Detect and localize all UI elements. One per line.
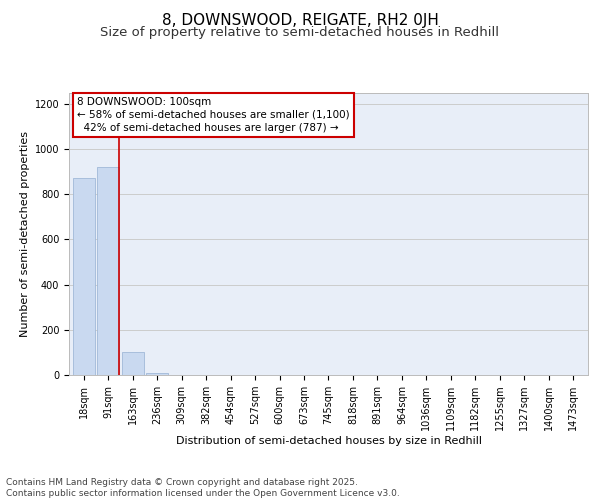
Bar (146, 372, 168, 375)
Y-axis label: Number of semi-detached properties: Number of semi-detached properties (20, 130, 31, 337)
Bar (97, 167, 119, 375)
Text: Size of property relative to semi-detached houses in Redhill: Size of property relative to semi-detach… (101, 26, 499, 39)
Bar (122, 352, 143, 375)
Bar (73, 178, 95, 375)
Text: 8, DOWNSWOOD, REIGATE, RH2 0JH: 8, DOWNSWOOD, REIGATE, RH2 0JH (161, 12, 439, 28)
Text: Contains HM Land Registry data © Crown copyright and database right 2025.
Contai: Contains HM Land Registry data © Crown c… (6, 478, 400, 498)
Text: 8 DOWNSWOOD: 100sqm
← 58% of semi-detached houses are smaller (1,100)
  42% of s: 8 DOWNSWOOD: 100sqm ← 58% of semi-detach… (77, 96, 349, 133)
X-axis label: Distribution of semi-detached houses by size in Redhill: Distribution of semi-detached houses by … (176, 436, 482, 446)
